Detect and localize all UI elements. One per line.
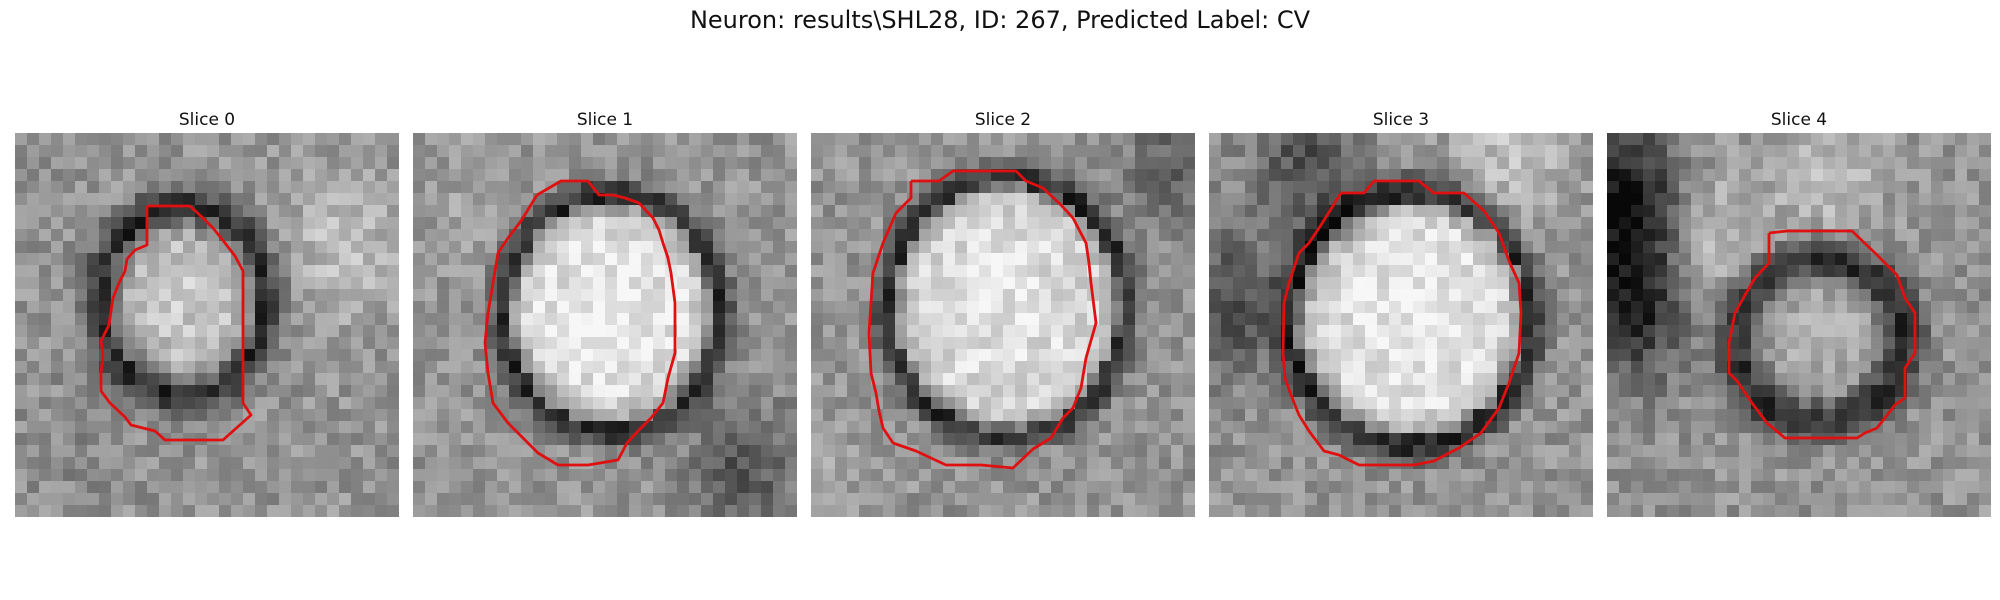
segmentation-contour	[867, 169, 1098, 470]
slice-title: Slice 0	[178, 110, 236, 130]
slice-title: Slice 1	[576, 110, 634, 130]
segmentation-contour	[1281, 179, 1523, 467]
figure-title: Neuron: results\SHL28, ID: 267, Predicte…	[689, 6, 1311, 34]
slice-image	[15, 133, 399, 517]
slice-title: Slice 4	[1770, 110, 1828, 130]
slice-panel-3: Slice 3	[1209, 107, 1593, 517]
slice-image	[811, 133, 1195, 517]
slice-panel-0: Slice 0	[15, 107, 399, 517]
slice-panel-2: Slice 2	[811, 107, 1195, 517]
segmentation-contour	[99, 204, 253, 442]
segmentation-contour	[483, 179, 677, 467]
slice-panel-1: Slice 1	[413, 107, 797, 517]
segmentation-contour	[1727, 229, 1917, 440]
slice-title: Slice 3	[1372, 110, 1430, 130]
slice-panel-4: Slice 4	[1607, 107, 1991, 517]
slice-title: Slice 2	[974, 110, 1032, 130]
slice-image	[1607, 133, 1991, 517]
slice-image	[413, 133, 797, 517]
slice-image	[1209, 133, 1593, 517]
